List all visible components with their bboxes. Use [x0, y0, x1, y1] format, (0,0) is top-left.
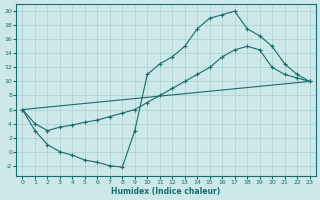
X-axis label: Humidex (Indice chaleur): Humidex (Indice chaleur): [111, 187, 221, 196]
